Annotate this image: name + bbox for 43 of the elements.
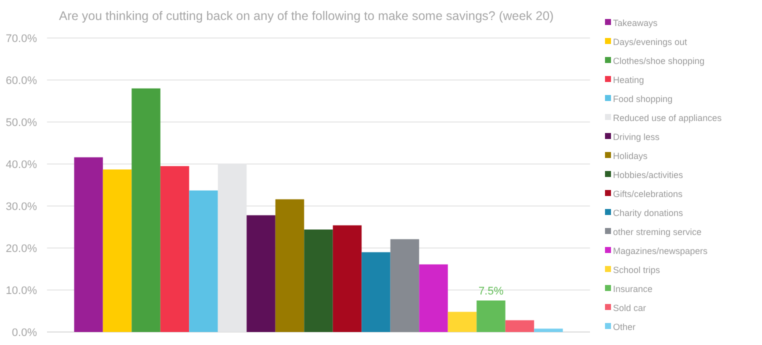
- legend-label: Driving less: [613, 132, 660, 142]
- legend-label: Other: [613, 322, 636, 332]
- bar: [362, 252, 390, 332]
- legend-label: Sold car: [613, 303, 646, 314]
- y-tick-label: 0.0%: [12, 326, 38, 339]
- y-tick-label: 20.0%: [6, 242, 38, 255]
- legend-label: Charity donations: [613, 208, 684, 218]
- legend-label: Magazines/newspapers: [613, 246, 708, 256]
- legend-label: Hobbies/activities: [613, 170, 684, 180]
- bar: [390, 239, 420, 332]
- legend-label: Insurance: [613, 284, 653, 294]
- legend-label: Food shopping: [613, 94, 673, 104]
- bar: [476, 300, 506, 332]
- bar: [160, 166, 190, 332]
- legend-label: Clothes/shoe shopping: [613, 56, 705, 66]
- legend-label: Gifts/celebrations: [613, 189, 684, 200]
- bar: [419, 264, 448, 332]
- bar: [189, 190, 218, 332]
- legend-label: Holidays: [613, 151, 648, 162]
- data-label: 7.5%: [478, 286, 504, 298]
- y-tick-label: 30.0%: [6, 200, 38, 213]
- legend-label: Reduced use of appliances: [613, 113, 722, 124]
- legend-label: other streming service: [613, 227, 702, 238]
- bar: [534, 328, 563, 332]
- legend-label: School trips: [613, 265, 661, 276]
- legend-label: Days/evenings out: [613, 37, 688, 48]
- legend-label: Takeaways: [613, 18, 658, 28]
- bar: [275, 199, 304, 332]
- legend-label: Heating: [613, 75, 644, 86]
- chart-title: Are you thinking of cutting back on any of the following to make some savings? (week 20): [59, 9, 554, 23]
- bar: [132, 88, 160, 332]
- bar: [246, 215, 276, 332]
- y-tick-label: 70.0%: [6, 32, 38, 45]
- y-tick-label: 40.0%: [6, 158, 38, 171]
- y-tick-label: 50.0%: [6, 116, 38, 129]
- bar: [332, 225, 362, 332]
- y-tick-label: 60.0%: [6, 74, 38, 87]
- bar: [74, 157, 103, 332]
- bar: [102, 169, 132, 332]
- bar: [448, 312, 477, 332]
- bar: [304, 230, 333, 332]
- y-tick-label: 10.0%: [6, 284, 38, 297]
- bar: [505, 320, 534, 332]
